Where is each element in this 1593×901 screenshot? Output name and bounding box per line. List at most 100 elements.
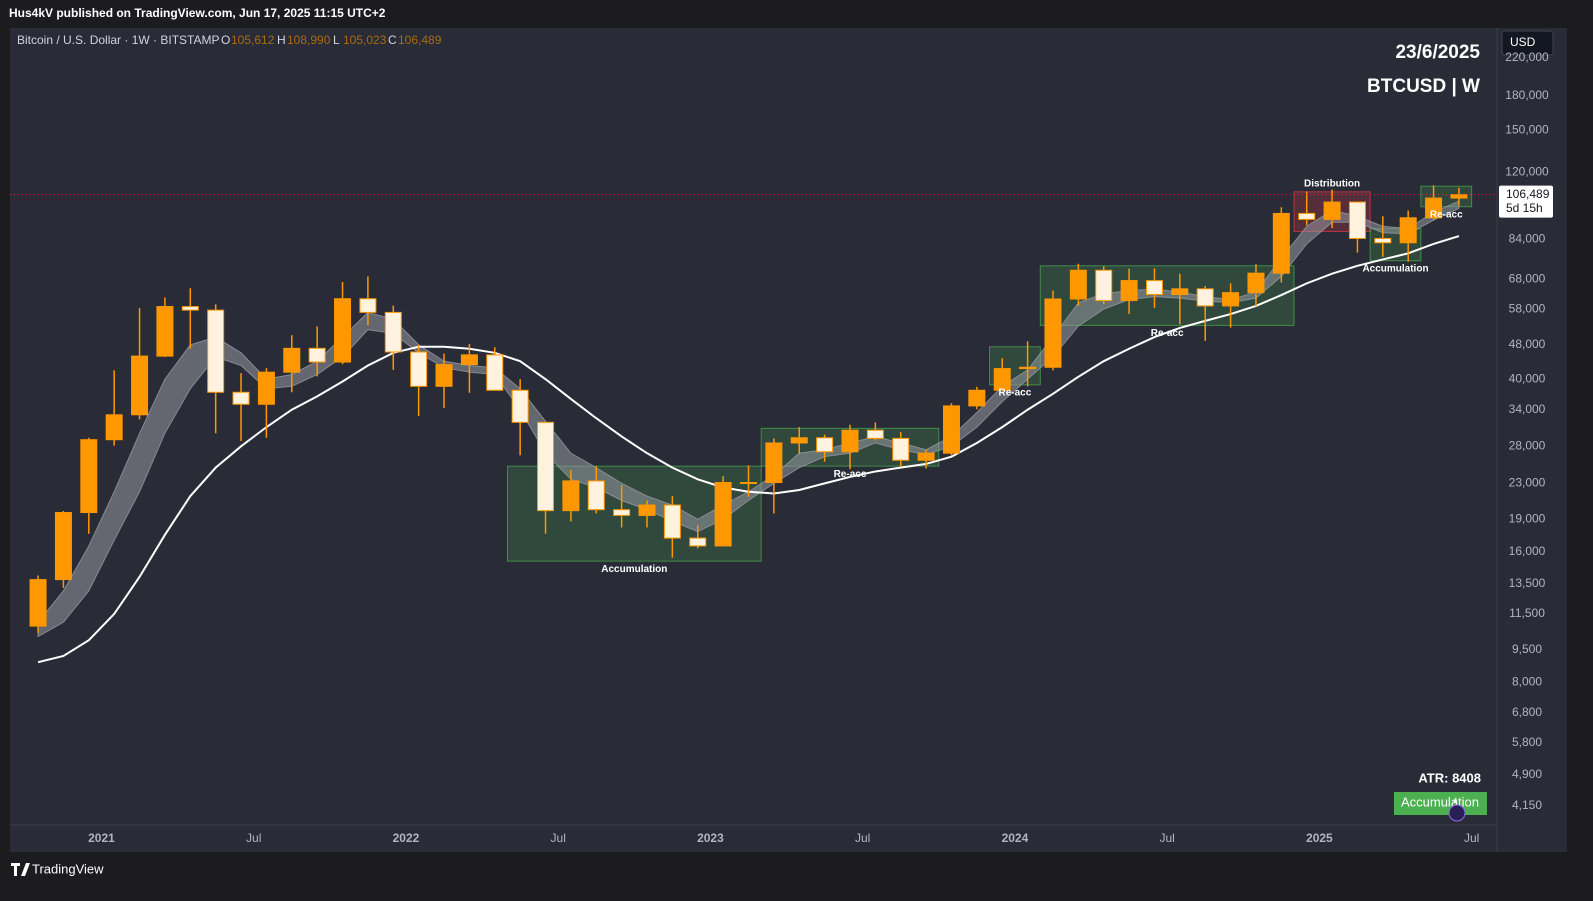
y-tick-label: 16,000 xyxy=(1509,544,1546,558)
candle-body xyxy=(232,391,250,405)
candle-body xyxy=(765,442,783,484)
candle-body xyxy=(1171,288,1189,295)
x-tick-label: Jul xyxy=(1159,831,1174,845)
candle-body xyxy=(410,351,428,387)
x-tick-label: Jul xyxy=(1464,831,1479,845)
candle-body xyxy=(131,355,149,416)
ohlc-readout: O 105,612 H 108,990 L 105,023 C 106,489 xyxy=(221,33,442,47)
branding: TradingView xyxy=(32,861,104,876)
candle-body xyxy=(54,512,72,581)
overlay-layer: Accumulation Re-acc Re-acc Re-acc Distributi… xyxy=(601,178,1463,574)
assistant-icon[interactable] xyxy=(1448,804,1466,822)
candle-body xyxy=(359,298,377,313)
y-tick-label: 23,000 xyxy=(1509,476,1546,490)
candle-body xyxy=(1044,298,1062,368)
y-tick-label: 84,000 xyxy=(1509,232,1546,246)
candle-body xyxy=(1095,269,1113,302)
y-tick-label: 13,500 xyxy=(1509,576,1546,590)
x-tick-label: Jul xyxy=(855,831,870,845)
y-tick-label: 68,000 xyxy=(1509,271,1546,285)
candle-body xyxy=(816,437,834,453)
zone-label: Distribution xyxy=(1304,178,1360,189)
candle-body xyxy=(486,354,504,391)
candle-body xyxy=(460,354,478,366)
x-tick-label: Jul xyxy=(246,831,261,845)
status-label: Accumulation xyxy=(1401,794,1479,809)
candle-body xyxy=(587,480,605,511)
y-tick-label: 28,000 xyxy=(1509,438,1546,452)
y-tick-label: 4,150 xyxy=(1512,798,1542,812)
zone-label: Re-acc xyxy=(1430,209,1463,220)
zone-label: Re-acc xyxy=(1151,328,1184,339)
countdown-label: 5d 15h xyxy=(1506,201,1543,215)
candle-body xyxy=(80,439,98,514)
ohlc-value: 105,023 xyxy=(343,33,387,47)
candle-body xyxy=(841,429,859,453)
candle-body xyxy=(1120,280,1138,302)
candle-body xyxy=(1019,366,1037,370)
candle-body xyxy=(283,347,301,373)
plot-area xyxy=(10,28,1497,825)
candle-body xyxy=(105,414,123,441)
candle-body xyxy=(993,368,1011,391)
y-tick-label: 5,800 xyxy=(1512,735,1542,749)
plot-layer xyxy=(10,185,1497,664)
x-tick-label: Jul xyxy=(551,831,566,845)
ohlc-value: 105,612 xyxy=(231,33,275,47)
y-tick-label: 9,500 xyxy=(1512,642,1542,656)
candle-body xyxy=(1222,292,1240,307)
candle-body xyxy=(1348,201,1366,239)
y-tick-label: 4,900 xyxy=(1512,767,1542,781)
ohlc-key: H xyxy=(277,33,286,47)
time-axis xyxy=(10,825,1567,852)
candle-body xyxy=(638,504,656,516)
last-price-label: 106,489 xyxy=(1506,187,1550,201)
candle-body xyxy=(1069,269,1087,300)
y-tick-label: 34,000 xyxy=(1509,402,1546,416)
candle-body xyxy=(1425,197,1443,219)
candle-body xyxy=(334,298,352,363)
ohlc-value: 108,990 xyxy=(287,33,331,47)
candle-body xyxy=(1450,194,1468,199)
last-price-box xyxy=(1499,185,1553,218)
candle-body xyxy=(689,537,707,547)
candle-body xyxy=(308,347,326,363)
y-tick-label: 48,000 xyxy=(1509,337,1546,351)
price-axis xyxy=(1497,28,1567,825)
candle-body xyxy=(1323,201,1341,220)
candle-body xyxy=(613,509,631,516)
atr-label: ATR: 8408 xyxy=(1418,770,1481,785)
ohlc-value: 106,489 xyxy=(398,33,442,47)
x-tick-label: 2024 xyxy=(1002,831,1029,845)
zone-label: Re-acc xyxy=(999,388,1032,399)
ohlc-key: L xyxy=(333,33,340,47)
candle-body xyxy=(663,504,681,539)
y-tick-label: 180,000 xyxy=(1505,88,1549,102)
currency-button[interactable] xyxy=(1501,30,1554,56)
y-tick-label: 19,000 xyxy=(1509,512,1546,526)
y-tick-label: 6,800 xyxy=(1512,705,1542,719)
ohlc-key: O xyxy=(221,33,230,47)
zone-label: Accumulation xyxy=(1362,263,1428,274)
y-tick-label: 150,000 xyxy=(1505,122,1549,136)
candle-body xyxy=(740,482,757,485)
candle-body xyxy=(714,482,732,547)
y-tick-label: 11,500 xyxy=(1509,606,1545,620)
candle-body xyxy=(511,389,529,423)
y-tick-label: 40,000 xyxy=(1509,371,1546,385)
candle-body xyxy=(537,421,555,512)
candle-body xyxy=(435,364,453,387)
y-tick-label: 220,000 xyxy=(1505,50,1549,64)
candle-body xyxy=(968,389,986,407)
x-tick-label: 2021 xyxy=(88,831,115,845)
currency-label[interactable]: USD xyxy=(1510,35,1536,49)
candle-body xyxy=(942,405,960,454)
candle-body xyxy=(790,437,808,444)
candle-body xyxy=(384,311,402,353)
candle-body xyxy=(1399,217,1417,244)
x-tick-label: 2025 xyxy=(1306,831,1333,845)
candle-body xyxy=(866,429,884,439)
x-tick-label: 2023 xyxy=(697,831,724,845)
candle-body xyxy=(29,579,47,627)
